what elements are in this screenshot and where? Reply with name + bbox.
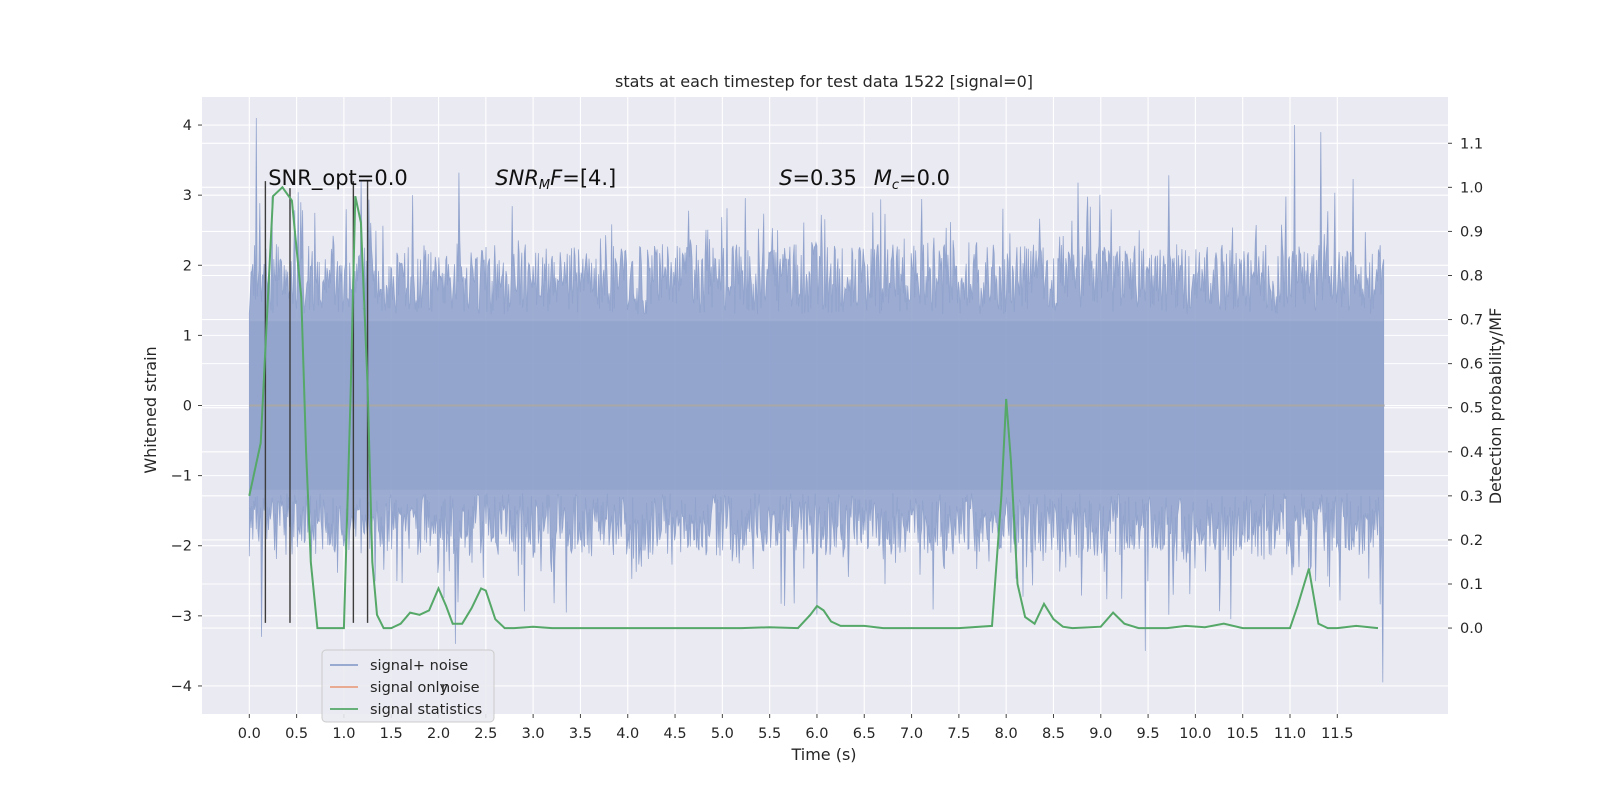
- x-tick-label: 2.5: [474, 726, 497, 742]
- y-tick-label: −3: [171, 609, 192, 625]
- y-tick-label: −2: [171, 539, 192, 555]
- x-tick-label: 0.0: [238, 726, 261, 742]
- y2-tick-label: 0.0: [1460, 621, 1483, 637]
- x-tick-label: 4.0: [616, 726, 639, 742]
- x-tick-label: 5.0: [711, 726, 734, 742]
- legend-label-signal-statistics: signal statistics: [370, 702, 482, 718]
- y2-tick-label: 0.8: [1460, 268, 1483, 284]
- y-tick-label: 3: [183, 188, 192, 204]
- x-tick-label: 10.5: [1227, 726, 1259, 742]
- legend: signal+ noise noise signal only signal s…: [321, 649, 495, 723]
- x-tick-label: 3.5: [569, 726, 592, 742]
- y2-tick-label: 0.3: [1460, 489, 1483, 505]
- series-signal-statistics: [248, 185, 1379, 630]
- y-tick-label: −1: [171, 469, 192, 485]
- x-tick-label: 0.5: [285, 726, 308, 742]
- x-axis-label: Time (s): [790, 745, 856, 764]
- y2-tick-label: 0.2: [1460, 533, 1483, 549]
- y2-tick-label: 0.5: [1460, 401, 1483, 417]
- y2-axis-label: Detection probability/MF: [1486, 308, 1505, 505]
- x-tick-label: 6.0: [805, 726, 828, 742]
- x-tick-label: 4.5: [664, 726, 687, 742]
- y2-tick-label: 0.9: [1460, 224, 1483, 240]
- y-tick-label: 0: [183, 399, 192, 415]
- y2-tick-label: 0.6: [1460, 357, 1483, 373]
- y-tick-labels: −4 −3 −2 −1 0 1 2 3 4: [171, 118, 202, 695]
- annotation-snr-mf: SNRMF=[4.]: [495, 166, 616, 193]
- annotations: SNR_opt=0.0 SNRMF=[4.] S=0.35 Mc=0.0: [268, 166, 950, 193]
- y2-tick-label: 0.1: [1460, 577, 1483, 593]
- x-tick-label: 5.5: [758, 726, 781, 742]
- y-tick-label: 2: [183, 258, 192, 274]
- x-tick-label: 11.5: [1321, 726, 1353, 742]
- legend-label-signal-only: signal only: [370, 680, 449, 696]
- legend-ghost-text: noise: [441, 680, 480, 696]
- x-tick-label: 7.5: [947, 726, 970, 742]
- x-tick-label: 1.5: [380, 726, 403, 742]
- legend-box: [321, 649, 495, 723]
- legend-label-signal-plus-noise: signal+ noise: [370, 658, 468, 674]
- x-tick-label: 8.0: [995, 726, 1018, 742]
- y2-tick-label: 1.0: [1460, 180, 1483, 196]
- x-tick-labels: 0.0 0.5 1.0 1.5 2.0 2.5 3.0 3.5 4.0 4.5 5.0 5.5 6.0 6…: [238, 714, 1353, 742]
- chart-title: stats at each timestep for test data 152…: [615, 72, 1033, 91]
- y-tick-label: 4: [183, 118, 192, 134]
- y2-tick-labels: 0.0 0.1 0.2 0.3 0.4 0.5 0.6 0.7 0.8 0.9 1.0 1.1: [1448, 136, 1483, 637]
- y-tick-label: −4: [171, 679, 192, 695]
- x-tick-label: 9.0: [1089, 726, 1112, 742]
- x-tick-label: 3.0: [522, 726, 545, 742]
- x-tick-label: 1.0: [332, 726, 355, 742]
- x-tick-label: 8.5: [1042, 726, 1065, 742]
- annotation-s: S=0.35: [779, 166, 857, 190]
- x-tick-label: 7.0: [900, 726, 923, 742]
- y2-tick-label: 0.4: [1460, 445, 1483, 461]
- y2-tick-label: 1.1: [1460, 136, 1483, 152]
- x-tick-label: 6.5: [853, 726, 876, 742]
- x-tick-label: 10.0: [1179, 726, 1211, 742]
- statistics-line: [248, 185, 1379, 630]
- y-tick-label: 1: [183, 328, 192, 344]
- annotation-snr-opt: SNR_opt=0.0: [268, 166, 408, 191]
- x-tick-label: 11.0: [1274, 726, 1306, 742]
- y2-tick-label: 0.7: [1460, 313, 1483, 329]
- y-axis-label: Whitened strain: [141, 346, 160, 473]
- annotation-mc: Mc=0.0: [874, 166, 950, 193]
- x-tick-label: 2.0: [427, 726, 450, 742]
- x-tick-label: 9.5: [1137, 726, 1160, 742]
